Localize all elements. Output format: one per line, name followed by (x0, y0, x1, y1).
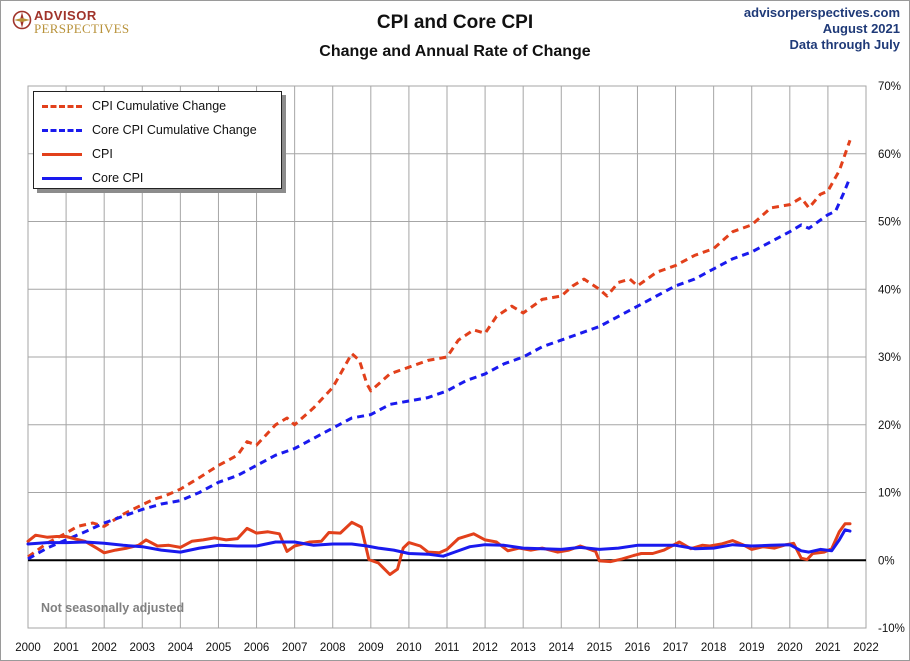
y-axis-ticks: -10% 0% 10% 20% 30% 40% 50% 60% 70% (878, 81, 905, 635)
y-tick-label: 0% (878, 555, 895, 567)
x-tick-label: 2007 (282, 642, 308, 654)
x-tick-label: 2004 (168, 642, 194, 654)
x-tick-label: 2005 (206, 642, 232, 654)
legend-item-core: Core CPI (34, 168, 281, 188)
legend-item-cpi-cumulative: CPI Cumulative Change (34, 96, 281, 116)
legend-swatch-cpi-cumulative (42, 105, 82, 108)
y-tick-label: 20% (878, 420, 901, 432)
series-line-core-cpi-cumulative-change (27, 176, 852, 561)
series-line-cpi (26, 520, 852, 576)
y-tick-label: 10% (878, 488, 901, 500)
x-tick-label: 2022 (853, 642, 879, 654)
x-tick-label: 2001 (53, 642, 79, 654)
x-tick-label: 2010 (396, 642, 422, 654)
y-tick-label: -10% (878, 623, 905, 635)
source-range: Data through July (789, 37, 900, 52)
y-tick-label: 30% (878, 352, 901, 364)
source-site: advisorperspectives.com (743, 5, 900, 20)
x-tick-label: 2011 (435, 642, 460, 654)
series-line-core-cpi (26, 528, 852, 558)
legend-swatch-core-cumulative (42, 129, 82, 132)
x-tick-label: 2021 (815, 642, 841, 654)
x-tick-label: 2015 (587, 642, 613, 654)
source-block: advisorperspectives.com August 2021 Data… (744, 5, 900, 53)
chart-subtitle: Change and Annual Rate of Change (319, 43, 591, 60)
series-lines (26, 139, 852, 576)
legend-item-cpi: CPI (34, 144, 281, 164)
y-tick-label: 40% (878, 284, 901, 296)
x-tick-label: 2013 (510, 642, 536, 654)
legend-label-core: Core CPI (92, 171, 144, 185)
x-tick-label: 2018 (701, 642, 727, 654)
x-tick-label: 2002 (91, 642, 117, 654)
series-line-cpi-cumulative-change (27, 139, 852, 559)
legend-swatch-cpi (42, 153, 82, 156)
legend-item-core-cumulative: Core CPI Cumulative Change (34, 120, 281, 140)
x-tick-label: 2016 (625, 642, 651, 654)
chart-title: CPI and Core CPI (376, 12, 534, 33)
compass-icon (12, 10, 32, 30)
legend-swatch-core (42, 177, 82, 180)
y-tick-label: 50% (878, 217, 901, 229)
x-tick-label: 2014 (548, 642, 574, 654)
x-tick-label: 2017 (663, 642, 689, 654)
x-axis-ticks: 2000 2001 2002 2003 2004 2005 2006 2007 2008 2009… (15, 642, 879, 654)
x-tick-label: 2020 (777, 642, 803, 654)
x-tick-label: 2000 (15, 642, 41, 654)
legend-label-core-cumulative: Core CPI Cumulative Change (92, 123, 257, 137)
x-tick-label: 2019 (739, 642, 765, 654)
x-tick-label: 2008 (320, 642, 346, 654)
logo-text-advisor: ADVISOR (34, 8, 97, 23)
x-tick-label: 2006 (244, 642, 270, 654)
legend-label-cpi: CPI (92, 147, 113, 161)
y-tick-label: 60% (878, 149, 901, 161)
y-tick-label: 70% (878, 81, 901, 93)
logo-text-perspectives: PERSPECTIVES (34, 21, 130, 36)
seasonal-adjustment-note: Not seasonally adjusted (41, 601, 185, 615)
legend-label-cpi-cumulative: CPI Cumulative Change (92, 99, 227, 113)
x-tick-label: 2003 (129, 642, 155, 654)
x-tick-label: 2009 (358, 642, 384, 654)
source-date: August 2021 (822, 21, 900, 36)
chart-legend: CPI Cumulative Change Core CPI Cumulativ… (33, 91, 282, 189)
x-tick-label: 2012 (472, 642, 498, 654)
